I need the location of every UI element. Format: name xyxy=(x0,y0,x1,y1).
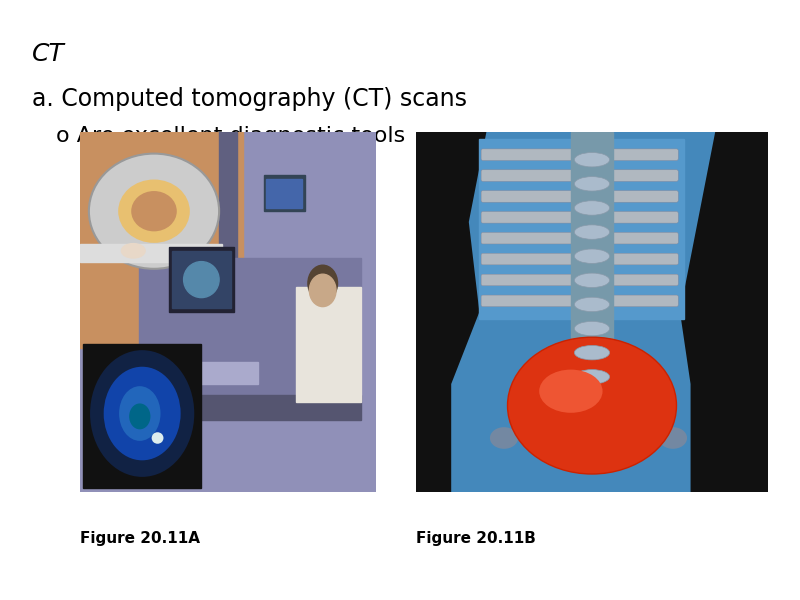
Ellipse shape xyxy=(310,274,336,307)
Ellipse shape xyxy=(574,427,602,449)
Bar xyxy=(479,139,683,319)
Ellipse shape xyxy=(131,191,177,232)
Bar xyxy=(263,175,305,211)
Bar xyxy=(266,179,302,208)
Bar xyxy=(80,244,222,262)
FancyBboxPatch shape xyxy=(481,212,678,223)
Ellipse shape xyxy=(507,337,677,474)
FancyBboxPatch shape xyxy=(481,295,678,307)
Ellipse shape xyxy=(574,225,610,239)
Bar xyxy=(172,251,231,308)
Ellipse shape xyxy=(129,403,150,430)
Ellipse shape xyxy=(490,427,518,449)
FancyBboxPatch shape xyxy=(481,274,678,286)
FancyBboxPatch shape xyxy=(481,170,678,181)
Ellipse shape xyxy=(574,152,610,167)
Text: a. Computed tomography (CT) scans: a. Computed tomography (CT) scans xyxy=(32,87,467,111)
Text: Figure 20.11A: Figure 20.11A xyxy=(80,531,200,546)
Ellipse shape xyxy=(574,370,610,384)
Bar xyxy=(83,344,202,488)
Bar xyxy=(169,362,258,384)
Text: o Are excellent diagnostic tools: o Are excellent diagnostic tools xyxy=(56,126,406,146)
FancyBboxPatch shape xyxy=(481,149,678,160)
Bar xyxy=(219,132,237,366)
Bar xyxy=(139,258,362,402)
Ellipse shape xyxy=(118,179,190,243)
Ellipse shape xyxy=(308,265,338,301)
Bar xyxy=(139,395,362,420)
Ellipse shape xyxy=(539,370,602,413)
Ellipse shape xyxy=(574,249,610,263)
Ellipse shape xyxy=(574,273,610,287)
Ellipse shape xyxy=(152,432,163,444)
Ellipse shape xyxy=(574,201,610,215)
Ellipse shape xyxy=(90,350,194,477)
Ellipse shape xyxy=(184,262,219,298)
Ellipse shape xyxy=(574,346,610,360)
Ellipse shape xyxy=(574,322,610,336)
Ellipse shape xyxy=(532,427,560,449)
Text: Figure 20.11B: Figure 20.11B xyxy=(416,531,536,546)
Ellipse shape xyxy=(119,386,161,441)
Ellipse shape xyxy=(659,427,687,449)
Ellipse shape xyxy=(574,176,610,191)
Bar xyxy=(296,287,362,402)
Ellipse shape xyxy=(89,154,219,269)
Ellipse shape xyxy=(574,297,610,311)
Ellipse shape xyxy=(617,427,645,449)
Polygon shape xyxy=(451,132,715,492)
FancyBboxPatch shape xyxy=(481,191,678,202)
Text: CT: CT xyxy=(32,42,65,66)
FancyBboxPatch shape xyxy=(481,253,678,265)
Bar xyxy=(169,247,234,312)
Ellipse shape xyxy=(104,367,181,460)
Bar xyxy=(571,132,613,384)
FancyBboxPatch shape xyxy=(481,232,678,244)
Ellipse shape xyxy=(122,244,145,258)
Bar xyxy=(80,132,243,348)
